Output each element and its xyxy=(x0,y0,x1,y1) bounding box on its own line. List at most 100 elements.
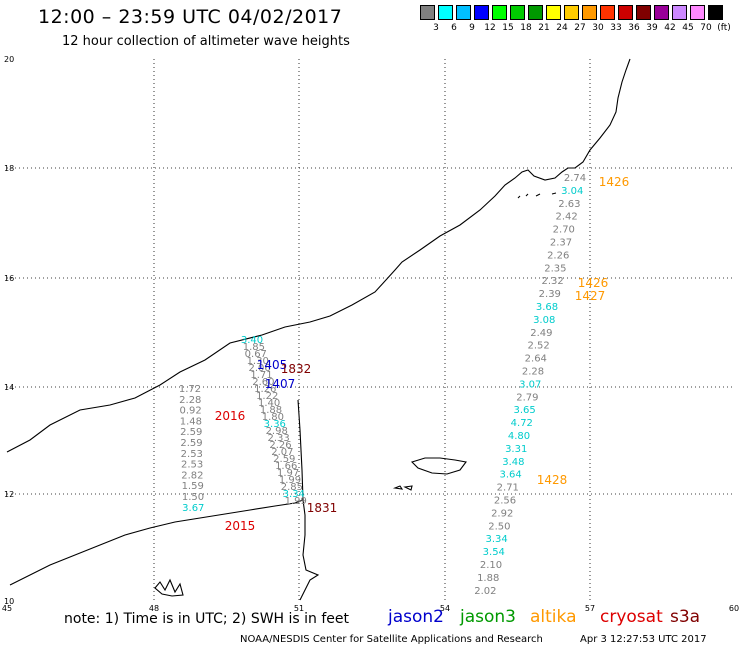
scale-swatch xyxy=(420,5,435,20)
wave-height-value: 2.52 xyxy=(527,341,549,352)
scale-label: 39 xyxy=(646,23,658,33)
x-tick-label: 48 xyxy=(149,604,159,613)
scale-label: 42 xyxy=(664,23,676,33)
wave-height-value: 1.85 xyxy=(243,342,265,353)
scale-swatch xyxy=(690,5,705,20)
scale-swatch xyxy=(492,5,507,20)
scale-label: 9 xyxy=(469,23,475,33)
y-tick-label: 20 xyxy=(4,55,14,64)
mainland-coast-south xyxy=(9,499,320,601)
wave-height-value: 3.64 xyxy=(499,470,521,481)
satellite-cryosat-label: cryosat xyxy=(600,607,663,627)
wave-height-value: 2.35 xyxy=(544,263,566,274)
wave-height-value: 1.59 xyxy=(182,481,204,492)
pass-time-label: 1405 xyxy=(257,358,288,372)
wave-height-value: 2.53 xyxy=(181,449,203,460)
wave-height-value: 1.22 xyxy=(256,391,278,402)
satellite-jason3-label: jason3 xyxy=(460,607,516,627)
wave-height-value: 2.06 xyxy=(248,363,270,374)
wave-height-value: 3.65 xyxy=(513,405,535,416)
scale-swatch xyxy=(564,5,579,20)
scale-swatch xyxy=(528,5,543,20)
wave-height-value: 2.59 xyxy=(180,438,202,449)
wave-height-value: 1.97 xyxy=(277,468,299,479)
wave-height-value: 2.60 xyxy=(252,377,274,388)
wave-height-value: 3.34 xyxy=(283,489,305,500)
wave-height-value: 1.72 xyxy=(179,384,201,395)
wave-height-value: 2.92 xyxy=(491,508,513,519)
wave-height-value: 3.36 xyxy=(264,419,286,430)
x-tick-label: 54 xyxy=(440,604,450,613)
map-subtitle: 12 hour collection of altimeter wave hei… xyxy=(62,34,350,49)
wave-height-value: 3.07 xyxy=(519,379,541,390)
wave-height-value: 0.92 xyxy=(179,406,201,417)
scale-label: 3 xyxy=(433,23,439,33)
scale-label: 45 xyxy=(682,23,694,33)
wave-height-value: 2.26 xyxy=(269,440,291,451)
wave-height-value: 2.53 xyxy=(181,460,203,471)
wave-height-value: 2.74 xyxy=(564,173,586,184)
scale-swatch xyxy=(636,5,651,20)
peninsula-coast xyxy=(297,399,304,501)
altimeter-tracks: 1.722.280.921.482.592.592.532.532.821.59… xyxy=(179,173,629,597)
delta xyxy=(154,578,184,597)
scale-label: 21 xyxy=(538,23,550,33)
units-note: note: 1) Time is in UTC; 2) SWH is in fe… xyxy=(64,611,350,627)
wave-height-value: 2.79 xyxy=(516,392,538,403)
wave-height-value: 1.30 xyxy=(247,356,269,367)
wave-height-value: 2.49 xyxy=(530,328,552,339)
wave-height-value: 2.56 xyxy=(494,496,516,507)
satellite-jason2-label: jason2 xyxy=(388,607,444,627)
pass-time-label: 1427 xyxy=(575,289,606,303)
satellite-s3a-label: s3a xyxy=(670,607,701,627)
wave-height-value: 4.72 xyxy=(511,418,533,429)
wave-height-value: 2.82 xyxy=(181,470,203,481)
mainland-coast-north xyxy=(6,58,631,453)
wave-height-value: 3.04 xyxy=(561,186,583,197)
wave-height-value: 4.80 xyxy=(508,431,530,442)
wave-height-value: 2.42 xyxy=(555,212,577,223)
scale-label: 12 xyxy=(484,23,496,33)
scale-label: 18 xyxy=(520,23,532,33)
small-island-1 xyxy=(392,485,404,490)
scale-swatch xyxy=(600,5,615,20)
wave-height-value: 3.31 xyxy=(505,444,527,455)
scale-label: 27 xyxy=(574,23,586,33)
wave-height-value: 3.40 xyxy=(241,335,263,346)
x-tick-label: 45 xyxy=(2,604,12,613)
wave-height-value: 1.88 xyxy=(260,405,282,416)
wave-height-value: 2.26 xyxy=(547,250,569,261)
y-tick-label: 12 xyxy=(4,490,14,499)
wave-height-value: 1.48 xyxy=(180,416,202,427)
axis-labels: 45 48 51 54 57 60 20 18 16 14 12 10 xyxy=(2,55,739,613)
scale-swatch xyxy=(438,5,453,20)
scale-label: 24 xyxy=(556,23,568,33)
x-tick-label: 60 xyxy=(729,604,739,613)
wave-height-value: 3.34 xyxy=(485,534,507,545)
pass-time-label: 1832 xyxy=(281,362,312,376)
island xyxy=(410,457,467,475)
scale-swatch xyxy=(708,5,723,20)
wave-height-value: 2.71 xyxy=(497,483,519,494)
wave-height-value: 3.68 xyxy=(536,302,558,313)
wave-height-value: 2.28 xyxy=(522,367,544,378)
wave-height-value: 3.67 xyxy=(182,503,204,514)
wave-height-value: 2.70 xyxy=(553,225,575,236)
y-tick-label: 18 xyxy=(4,164,14,173)
wave-height-value: 1.40 xyxy=(258,398,280,409)
pass-time-label: 1426 xyxy=(578,276,609,290)
y-tick-label: 10 xyxy=(4,597,14,606)
wave-height-value: 1.71 xyxy=(250,370,272,381)
coastline xyxy=(6,58,631,601)
wave-height-value: 2.32 xyxy=(541,276,563,287)
wave-height-value: 2.10 xyxy=(480,560,502,571)
wave-height-value: 1.26 xyxy=(254,384,276,395)
pass-time-label: 2015 xyxy=(225,519,256,533)
wave-height-value: 2.64 xyxy=(525,354,547,365)
wave-height-value: 2.85 xyxy=(281,482,303,493)
scale-label: 70 xyxy=(700,23,712,33)
map-title: 12:00 – 23:59 UTC 04/02/2017 xyxy=(38,6,343,28)
scale-label: 15 xyxy=(502,23,514,33)
scale-swatch xyxy=(618,5,633,20)
pass-time-label: 2016 xyxy=(215,409,246,423)
